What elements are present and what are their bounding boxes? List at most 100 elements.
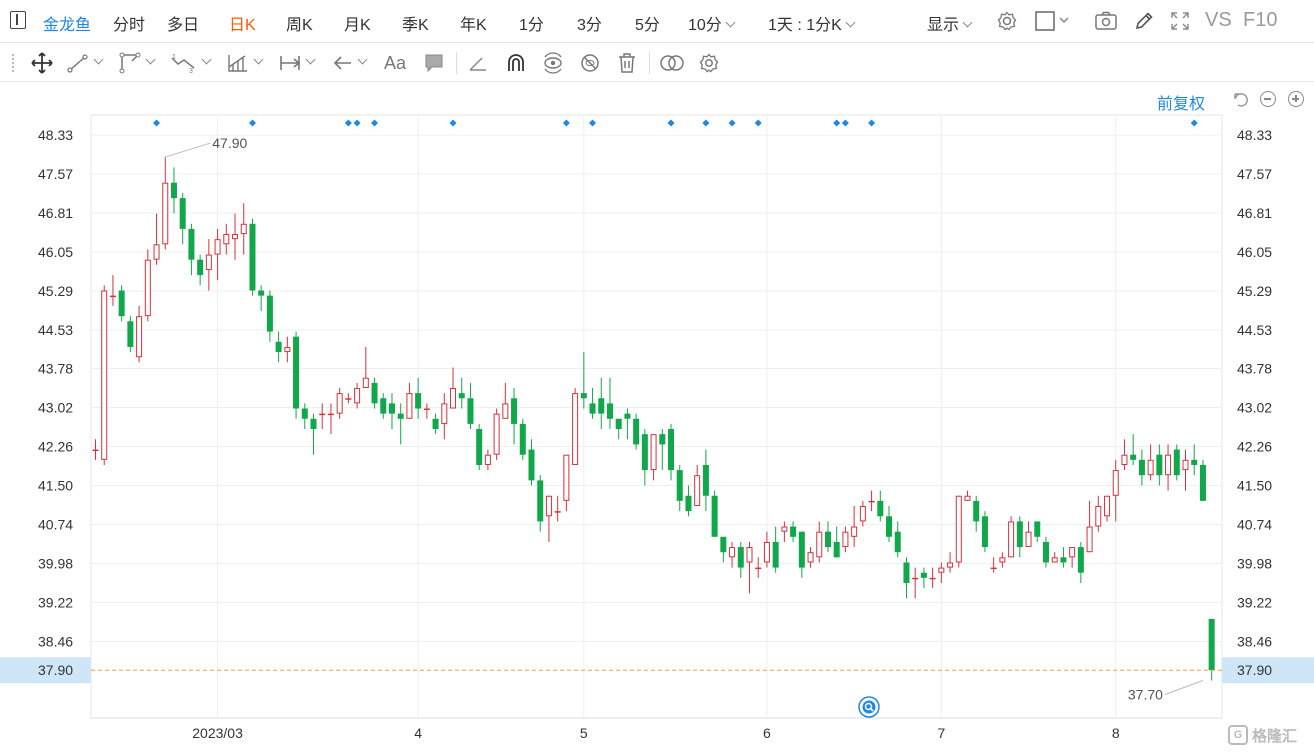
line-icon (67, 54, 88, 73)
price-adjust-button[interactable]: 前复权 (1157, 96, 1206, 113)
candle-body (903, 562, 910, 583)
x-tick-label: 2023/03 (192, 725, 243, 741)
min-leader-line (1164, 680, 1204, 695)
candle-body (641, 434, 648, 471)
stock-name[interactable]: 金龙鱼 (43, 17, 92, 34)
y-tick-label-left: 46.05 (38, 244, 73, 260)
candle-body (162, 182, 169, 245)
candle (1060, 547, 1067, 568)
range-tool[interactable] (278, 52, 316, 74)
hide-icon[interactable] (578, 51, 602, 75)
interval-select[interactable]: 1天 : 1分K (768, 11, 856, 35)
pencil-icon[interactable] (1133, 10, 1155, 32)
y-tick-label-right: 43.78 (1237, 360, 1272, 376)
candle-body (519, 423, 526, 455)
candlestick-chart[interactable]: 48.33 47.57 46.81 46.05 45.29 44.53 43.78 43.02… (0, 82, 1314, 752)
candle (232, 213, 239, 260)
candle (1025, 521, 1032, 548)
candle (563, 454, 570, 512)
period-tab-10min[interactable]: 10分 (688, 11, 736, 35)
vs-compare-button[interactable]: VS (1205, 9, 1232, 31)
f10-button[interactable]: F10 (1243, 9, 1278, 31)
reset-icon[interactable] (1232, 91, 1248, 107)
candle (990, 557, 997, 573)
candle-body (101, 290, 108, 460)
period-tab-monthly[interactable]: 月K (344, 17, 371, 34)
zoom-out-icon[interactable] (1260, 91, 1276, 107)
candle-body (1025, 531, 1032, 548)
candle (205, 239, 212, 291)
candle-body (694, 475, 701, 507)
candle (170, 167, 177, 214)
period-tab-daily[interactable]: 日K (229, 17, 256, 34)
measure-tool[interactable] (226, 52, 264, 74)
layout-select-icon[interactable] (1035, 11, 1071, 31)
candle-body (258, 290, 265, 296)
candle (589, 387, 596, 419)
ruler-icon[interactable] (467, 52, 489, 74)
candle-body (127, 321, 134, 347)
line-tool[interactable] (66, 52, 104, 74)
q-marker-icon[interactable] (857, 695, 881, 719)
display-menu[interactable]: 显示 (927, 11, 973, 35)
candle-body (886, 516, 893, 537)
sidebar-toggle-icon[interactable] (10, 11, 26, 29)
candle (633, 413, 640, 450)
y-tick-label-right: 47.57 (1237, 166, 1272, 182)
candle (912, 567, 919, 599)
candle-body (798, 531, 805, 568)
settings-icon[interactable] (996, 10, 1018, 32)
period-tab-3min[interactable]: 3分 (577, 17, 602, 34)
candle (1173, 444, 1180, 481)
period-tab-weekly[interactable]: 周K (286, 17, 313, 34)
text-tool[interactable]: Aa (384, 52, 407, 73)
candle-body (511, 398, 518, 424)
candle-body (232, 234, 239, 240)
candle-body (109, 295, 116, 298)
event-marker-icon (1190, 119, 1198, 127)
overlay-icon[interactable] (659, 52, 685, 74)
y-tick-label-right: 46.05 (1237, 244, 1272, 260)
period-tab-quarterly[interactable]: 季K (402, 17, 429, 34)
last-price-band-right (1222, 657, 1314, 684)
period-tab-multiday[interactable]: 多日 (167, 17, 200, 34)
magnet-icon[interactable] (504, 51, 528, 75)
period-tab-intraday[interactable]: 分时 (113, 17, 146, 34)
x-tick-label: 6 (763, 725, 771, 741)
event-marker-icon (353, 119, 361, 127)
toolbar-grip-icon[interactable] (12, 52, 18, 72)
fullscreen-icon[interactable] (1169, 10, 1191, 32)
candle-body (170, 182, 177, 199)
candle (1112, 459, 1119, 522)
trash-icon[interactable] (616, 51, 638, 75)
move-icon[interactable] (30, 51, 54, 75)
candle (118, 285, 125, 322)
arrow-tool[interactable] (332, 52, 368, 74)
candle (1156, 444, 1163, 486)
comment-icon[interactable] (423, 52, 445, 74)
candle (293, 331, 300, 419)
period-tab-5min[interactable]: 5分 (635, 17, 660, 34)
period-10min-label: 10分 (688, 17, 722, 34)
candle-body (877, 500, 884, 517)
y-tick-label-left: 39.98 (38, 555, 73, 571)
event-marker-icon (728, 119, 736, 127)
candle-body (327, 413, 334, 416)
zoom-in-icon[interactable] (1288, 91, 1304, 107)
candle (1069, 547, 1076, 568)
y-tick-label-left: 40.74 (38, 516, 73, 532)
polygon-tool[interactable] (118, 52, 156, 74)
period-tab-1min[interactable]: 1分 (519, 17, 544, 34)
candle (1121, 439, 1128, 471)
eye-sync-icon[interactable] (541, 51, 565, 75)
settings-icon[interactable] (698, 52, 720, 74)
top-toolbar: 金龙鱼 分时 多日 日K 周K 月K 季K 年K 1分 3分 5分 10分 1天… (0, 0, 1314, 43)
y-tick-label-right: 40.74 (1237, 516, 1272, 532)
candle (179, 192, 186, 245)
period-tab-yearly[interactable]: 年K (460, 17, 487, 34)
camera-icon[interactable] (1094, 10, 1118, 32)
candle (458, 377, 465, 409)
candle (223, 223, 230, 255)
